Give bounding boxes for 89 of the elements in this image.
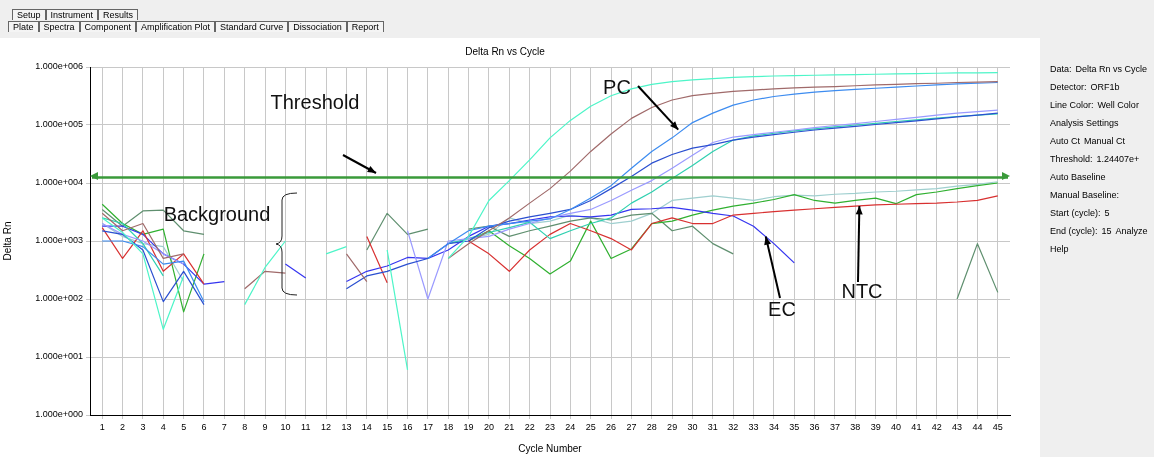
text: Well Color (1097, 100, 1139, 110)
text: Report (346, 21, 384, 32)
x-tick-label: 35 (789, 421, 800, 432)
x-tick-label: 42 (931, 421, 942, 432)
x-tick-label: 13 (341, 421, 352, 432)
x-tick-label: 17 (422, 421, 433, 432)
y-tick-label: 1.000e+005 (35, 119, 83, 130)
text: Manual Baseline: (1050, 190, 1120, 200)
text: 1.24407e+ (1096, 154, 1140, 164)
text: Dissociation (288, 21, 347, 32)
x-tick-label: 18 (443, 421, 454, 432)
x-tick-label: 43 (952, 421, 963, 432)
x-tick-label: 38 (850, 421, 861, 432)
text: 5 (1104, 208, 1110, 218)
x-tick-label: 36 (809, 421, 820, 432)
y-tick-label: 1.000e+001 (35, 351, 83, 362)
x-tick-label: 1 (99, 421, 105, 432)
text: Threshold: (1050, 154, 1093, 164)
x-tick-label: 16 (402, 421, 413, 432)
x-tick-label: 31 (707, 421, 718, 432)
y-tick-label: 1.000e+004 (35, 177, 83, 188)
y-tick-label: 1.000e+006 (35, 61, 83, 72)
x-tick-label: 22 (524, 421, 535, 432)
x-tick-label: 3 (140, 421, 146, 432)
x-tick-label: 21 (504, 421, 515, 432)
text: Results (98, 9, 139, 20)
x-tick-label: 9 (262, 421, 268, 432)
text: Component (79, 21, 137, 32)
text: Manual Ct (1084, 136, 1126, 146)
y-axis-title: Delta Rn (1, 221, 13, 261)
x-tick-label: 33 (748, 421, 759, 432)
x-tick-label: 29 (667, 421, 678, 432)
x-tick-label: 27 (626, 421, 637, 432)
text: Setup (12, 9, 46, 20)
annotation: Background (163, 202, 271, 225)
text: Analysis Settings (1050, 118, 1119, 128)
text: Spectra (38, 21, 80, 32)
x-tick-label: 45 (992, 421, 1003, 432)
x-tick-label: 34 (768, 421, 779, 432)
x-tick-label: 15 (382, 421, 393, 432)
x-tick-label: 26 (606, 421, 617, 432)
x-tick-label: 4 (160, 421, 166, 432)
y-tick-label: 1.000e+002 (35, 293, 83, 304)
text: 15 (1101, 226, 1112, 236)
x-tick-label: 2 (120, 421, 126, 432)
x-tick-label: 7 (221, 421, 227, 432)
text: Help (1050, 244, 1069, 254)
x-tick-label: 41 (911, 421, 922, 432)
annotation: Threshold (270, 90, 360, 113)
text: Auto Baseline (1050, 172, 1106, 182)
x-tick-label: 20 (483, 421, 494, 432)
x-tick-label: 28 (646, 421, 657, 432)
x-tick-label: 37 (829, 421, 840, 432)
annotation: EC (768, 297, 796, 320)
x-tick-label: 19 (463, 421, 474, 432)
text: Analyze (1115, 226, 1148, 236)
annotation: PC (603, 75, 631, 98)
x-tick-label: 14 (361, 421, 372, 432)
x-tick-label: 11 (301, 421, 311, 432)
x-tick-label: 12 (321, 421, 332, 432)
text: Delta Rn vs Cycle (1075, 64, 1148, 74)
text: Line Color: (1050, 100, 1094, 110)
text: Start (cycle): (1050, 208, 1101, 218)
text: Instrument (45, 9, 99, 20)
text: ORF1b (1090, 82, 1120, 92)
x-tick-label: 8 (242, 421, 248, 432)
text: Amplification Plot (136, 21, 216, 32)
annotation: NTC (841, 279, 883, 302)
x-tick-label: 40 (891, 421, 902, 432)
x-tick-label: 44 (972, 421, 983, 432)
x-tick-label: 5 (181, 421, 187, 432)
text: Plate (8, 21, 39, 32)
text: Detector: (1050, 82, 1087, 92)
x-tick-label: 30 (687, 421, 698, 432)
x-tick-label: 39 (870, 421, 881, 432)
x-tick-label: 10 (280, 421, 291, 432)
x-axis-title: Cycle Number (518, 442, 583, 454)
text: End (cycle): (1050, 226, 1098, 236)
y-tick-label: 1.000e+003 (35, 235, 83, 246)
x-tick-label: 23 (544, 421, 556, 432)
x-tick-label: 32 (728, 421, 739, 432)
chart-title: Delta Rn vs Cycle (465, 45, 546, 57)
text: Standard Curve (215, 21, 289, 32)
x-tick-label: 6 (201, 421, 207, 432)
x-tick-label: 24 (565, 421, 576, 432)
text: Auto Ct (1050, 136, 1081, 146)
text: Data: (1050, 64, 1072, 74)
y-tick-label: 1.000e+000 (35, 409, 83, 420)
x-tick-label: 25 (585, 421, 596, 432)
